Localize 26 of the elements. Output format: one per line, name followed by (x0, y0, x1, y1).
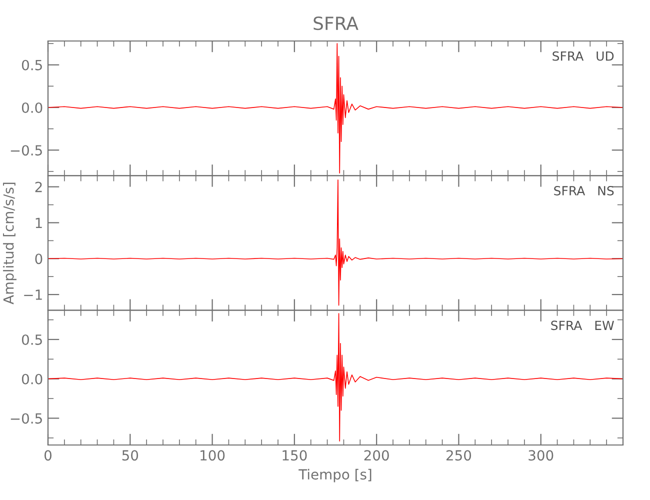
y-tick-label: 2 (35, 182, 42, 192)
y-tick-label: 0.0 (22, 374, 42, 384)
x-tick-label: 150 (282, 450, 307, 461)
y-tick-label: −0.5 (10, 145, 42, 156)
y-tick-label: 0 (35, 254, 42, 264)
x-tick-label: 300 (528, 450, 554, 461)
annotation: SFRA UD (552, 51, 614, 61)
x-tick-label: 250 (446, 450, 472, 461)
annotation: SFRA EW (551, 320, 614, 330)
x-tick-label: 0 (44, 450, 52, 461)
line-series (48, 180, 623, 306)
y-tick-label: 0.0 (22, 102, 42, 113)
line-series (48, 313, 623, 442)
annotation: SFRA NS (554, 186, 614, 196)
chart-title: SFRA (314, 16, 358, 30)
y-tick-label: 0.5 (22, 334, 42, 345)
y-tick-label: −1 (24, 290, 42, 300)
line-series (48, 43, 623, 174)
x-axis-title: Tiempo [s] (298, 468, 372, 482)
y-tick-label: 0.5 (22, 60, 42, 70)
x-tick-label: 200 (364, 450, 389, 461)
x-tick-label: 50 (122, 450, 138, 461)
y-axis-title: Amplitud [cm/s/s] (3, 182, 16, 304)
x-tick-label: 100 (200, 450, 225, 461)
y-tick-label: −0.5 (10, 413, 42, 424)
y-tick-label: 1 (36, 218, 42, 228)
